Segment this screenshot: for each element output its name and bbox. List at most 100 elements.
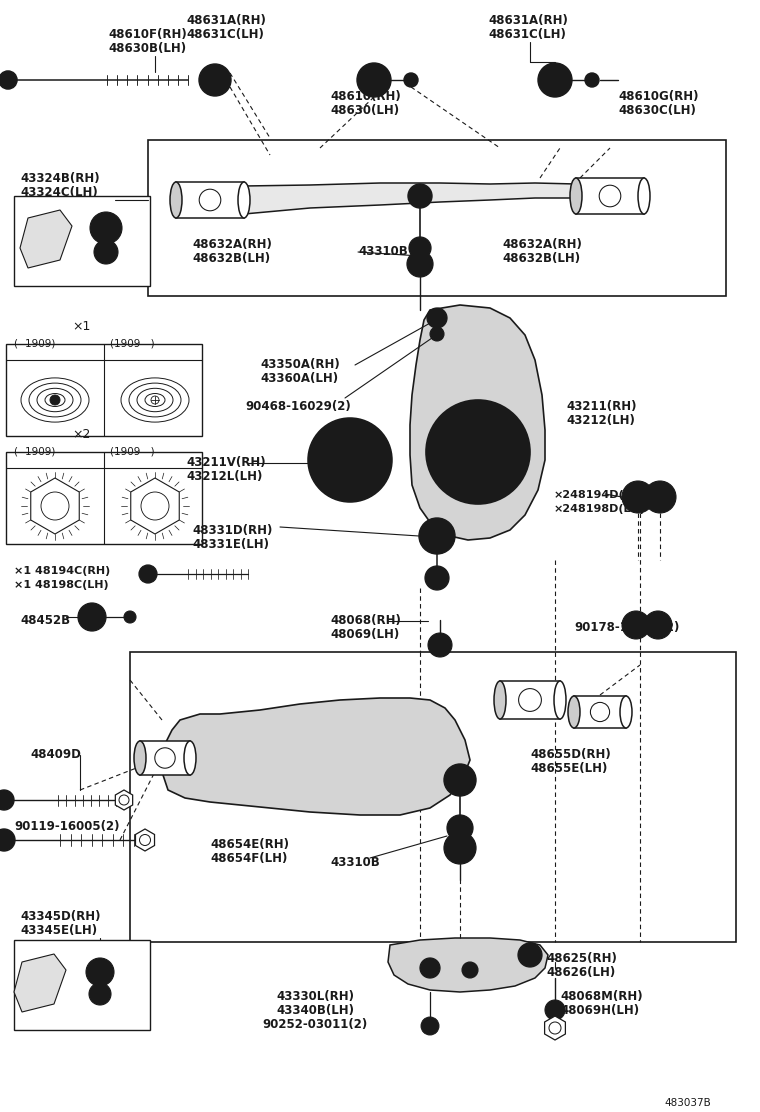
Circle shape [518, 943, 542, 967]
Bar [6, 451, 202, 544]
Circle shape [308, 418, 392, 502]
Text: 48631C(LH): 48631C(LH) [488, 28, 566, 41]
Circle shape [644, 610, 672, 639]
Text: 43211V(RH): 43211V(RH) [186, 456, 266, 469]
Circle shape [447, 815, 473, 841]
Text: 90468-16029(2): 90468-16029(2) [245, 400, 351, 413]
Text: 43345E(LH): 43345E(LH) [20, 924, 97, 937]
Circle shape [644, 481, 676, 513]
Bar [140, 741, 190, 775]
Polygon shape [545, 1016, 565, 1040]
Circle shape [622, 481, 654, 513]
Text: 48625(RH): 48625(RH) [546, 952, 617, 965]
Circle shape [94, 240, 118, 264]
Text: 48654E(RH): 48654E(RH) [210, 838, 289, 851]
Ellipse shape [494, 681, 506, 719]
Circle shape [420, 959, 440, 977]
Ellipse shape [620, 696, 632, 728]
Circle shape [50, 395, 60, 405]
Circle shape [622, 610, 650, 639]
Text: 48632A(RH): 48632A(RH) [502, 238, 582, 251]
Text: 43212L(LH): 43212L(LH) [186, 470, 262, 483]
Circle shape [428, 633, 452, 657]
Text: 90119-16005(2): 90119-16005(2) [14, 820, 119, 833]
Circle shape [139, 565, 157, 583]
Polygon shape [30, 478, 79, 534]
Ellipse shape [238, 182, 250, 218]
Text: 43211(RH): 43211(RH) [566, 400, 637, 413]
Bar [14, 196, 150, 286]
Circle shape [545, 1000, 565, 1020]
Circle shape [407, 251, 433, 277]
Bar [14, 940, 150, 1030]
Text: 48655D(RH): 48655D(RH) [530, 748, 611, 761]
Text: 43310B: 43310B [358, 245, 408, 258]
Text: 48452B: 48452B [20, 614, 70, 627]
Text: 43345D(RH): 43345D(RH) [20, 910, 100, 923]
Polygon shape [410, 305, 545, 540]
Text: ( -1909): ( -1909) [14, 338, 55, 348]
Circle shape [124, 610, 136, 623]
Text: 48655E(LH): 48655E(LH) [530, 762, 607, 775]
Circle shape [444, 832, 476, 864]
Bar [176, 182, 244, 218]
Polygon shape [244, 183, 576, 214]
Text: 43340B(LH): 43340B(LH) [276, 1004, 354, 1017]
Text: ×2: ×2 [72, 428, 90, 441]
Circle shape [538, 63, 572, 97]
Bar [6, 344, 202, 436]
Circle shape [462, 962, 478, 977]
Circle shape [199, 64, 231, 96]
Polygon shape [388, 939, 548, 992]
Text: 48631C(LH): 48631C(LH) [186, 28, 264, 41]
Ellipse shape [570, 178, 582, 214]
Text: 48626(LH): 48626(LH) [546, 966, 616, 979]
Text: 48630B(LH): 48630B(LH) [108, 42, 186, 54]
Circle shape [90, 212, 122, 244]
Polygon shape [116, 790, 133, 810]
Circle shape [357, 63, 391, 97]
Text: 48654F(LH): 48654F(LH) [210, 852, 287, 865]
Text: 48069(LH): 48069(LH) [330, 628, 399, 641]
Circle shape [0, 830, 15, 851]
Ellipse shape [568, 696, 580, 728]
Circle shape [438, 413, 518, 492]
Text: 48610(RH): 48610(RH) [330, 90, 401, 103]
Text: 483037B: 483037B [664, 1098, 711, 1108]
Text: 43324B(RH): 43324B(RH) [20, 172, 100, 185]
Text: ×1 48194C(RH): ×1 48194C(RH) [14, 566, 110, 576]
Text: 48610G(RH): 48610G(RH) [618, 90, 698, 103]
Text: ×248198D(LH): ×248198D(LH) [554, 504, 646, 514]
Circle shape [409, 237, 431, 259]
Circle shape [78, 603, 106, 631]
Circle shape [426, 400, 530, 504]
Polygon shape [162, 698, 470, 815]
Bar [148, 140, 726, 296]
Text: 48630(LH): 48630(LH) [330, 105, 399, 117]
Text: 48631A(RH): 48631A(RH) [186, 14, 266, 27]
Text: 48068(RH): 48068(RH) [330, 614, 401, 627]
Circle shape [320, 430, 380, 490]
Text: ×1: ×1 [72, 320, 90, 332]
Polygon shape [135, 830, 154, 851]
Ellipse shape [170, 182, 182, 218]
Text: 43350A(RH): 43350A(RH) [260, 358, 340, 371]
Circle shape [425, 566, 449, 590]
Circle shape [0, 71, 17, 89]
Text: (1909-  ): (1909- ) [110, 446, 154, 456]
Text: 48631A(RH): 48631A(RH) [488, 14, 568, 27]
Text: 90252-03011(2): 90252-03011(2) [262, 1017, 367, 1031]
Circle shape [0, 790, 14, 810]
Bar [130, 652, 736, 942]
Text: 48632B(LH): 48632B(LH) [192, 252, 270, 265]
Circle shape [585, 73, 599, 87]
Bar [574, 696, 626, 728]
Ellipse shape [184, 741, 196, 775]
Circle shape [404, 73, 418, 87]
Text: 48630C(LH): 48630C(LH) [618, 105, 696, 117]
Text: 48331E(LH): 48331E(LH) [192, 538, 269, 552]
Bar [576, 178, 644, 214]
Circle shape [408, 183, 432, 208]
Text: 48409D: 48409D [30, 748, 81, 761]
Text: 48632B(LH): 48632B(LH) [502, 252, 580, 265]
